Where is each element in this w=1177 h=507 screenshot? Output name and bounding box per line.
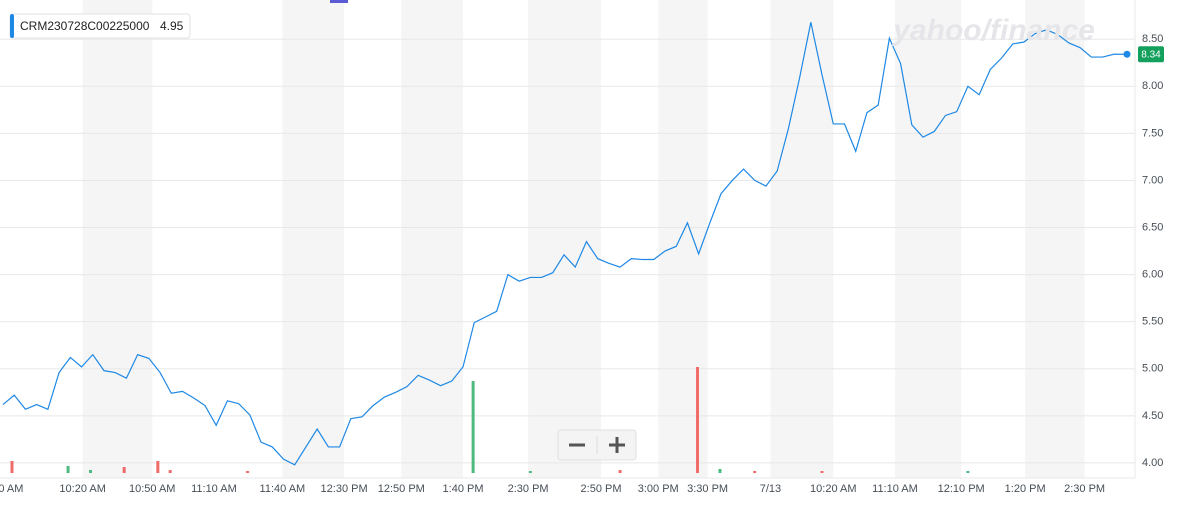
- y-tick-label: 5.00: [1142, 363, 1163, 375]
- volume-bar: [696, 367, 700, 473]
- legend: CRM230728C00225000 4.95: [9, 13, 191, 39]
- x-tick-label: 12:30 PM: [321, 483, 368, 495]
- x-tick-label: 7/13: [760, 483, 781, 495]
- x-tick-label: 2:30 PM: [508, 483, 549, 495]
- y-tick-label: 6.00: [1142, 269, 1163, 281]
- x-tick-label: 3:30 PM: [687, 483, 728, 495]
- volume: [10, 367, 970, 473]
- band: [282, 0, 345, 478]
- last-point: [1123, 50, 1131, 58]
- x-tick-label: 10:20 AM: [59, 483, 105, 495]
- last-value-label: 8.34: [1141, 49, 1161, 60]
- volume-bar: [618, 470, 622, 473]
- volume-bar: [66, 466, 70, 473]
- watermark: yahoo/finance: [891, 14, 1095, 47]
- y-tick-label: 7.50: [1142, 127, 1163, 139]
- y-tick-label: 8.00: [1142, 80, 1163, 92]
- y-tick-label: 8.50: [1142, 33, 1163, 45]
- y-tick-label: 4.50: [1142, 410, 1163, 422]
- volume-bar: [89, 470, 93, 473]
- band: [770, 0, 834, 478]
- band: [894, 0, 962, 478]
- volume-bar: [122, 467, 126, 473]
- volume-bar: [471, 381, 475, 473]
- last-badge: [1138, 46, 1164, 63]
- volume-bar: [753, 471, 757, 473]
- bands: [82, 0, 1085, 478]
- x-tick-label: 0 AM: [0, 483, 23, 495]
- band: [658, 0, 708, 478]
- x-tick-label: 2:30 PM: [1064, 483, 1105, 495]
- band: [1025, 0, 1085, 478]
- y-tick-label: 6.50: [1142, 221, 1163, 233]
- volume-bar: [820, 471, 824, 473]
- legend-value: 4.95: [160, 19, 184, 33]
- volume-bar: [718, 469, 722, 473]
- price-line: [2, 22, 1125, 466]
- volume-bar: [966, 471, 970, 473]
- x-tick-label: 12:10 PM: [938, 483, 985, 495]
- volume-bar: [528, 471, 532, 473]
- x-tick-label: 10:20 AM: [810, 483, 856, 495]
- zoom-controls[interactable]: [557, 429, 637, 461]
- band: [528, 0, 602, 478]
- range-indicator: [330, 0, 348, 3]
- x-tick-label: 11:40 AM: [260, 483, 306, 495]
- legend-name: CRM230728C00225000: [20, 19, 150, 33]
- volume-bar: [168, 470, 172, 473]
- x-tick-label: 10:50 AM: [129, 483, 175, 495]
- x-tick-label: 11:10 AM: [872, 483, 918, 495]
- volume-bar: [156, 461, 160, 473]
- y-tick-label: 5.50: [1142, 316, 1163, 328]
- grid: [0, 0, 1136, 479]
- y-tick-label: 7.00: [1142, 174, 1163, 186]
- volume-bar: [10, 461, 14, 473]
- y-tick-label: 4.00: [1142, 457, 1163, 469]
- volume-bar: [246, 471, 250, 473]
- band: [82, 0, 153, 478]
- band: [401, 0, 464, 478]
- x-tick-label: 2:50 PM: [581, 483, 622, 495]
- x-tick-label: 1:40 PM: [443, 483, 484, 495]
- x-tick-label: 3:00 PM: [638, 483, 679, 495]
- x-tick-label: 12:50 PM: [378, 483, 425, 495]
- plot: 8.34: [2, 22, 1164, 466]
- legend-swatch: [10, 14, 14, 38]
- x-tick-label: 1:20 PM: [1005, 483, 1046, 495]
- x-tick-label: 11:10 AM: [191, 483, 237, 495]
